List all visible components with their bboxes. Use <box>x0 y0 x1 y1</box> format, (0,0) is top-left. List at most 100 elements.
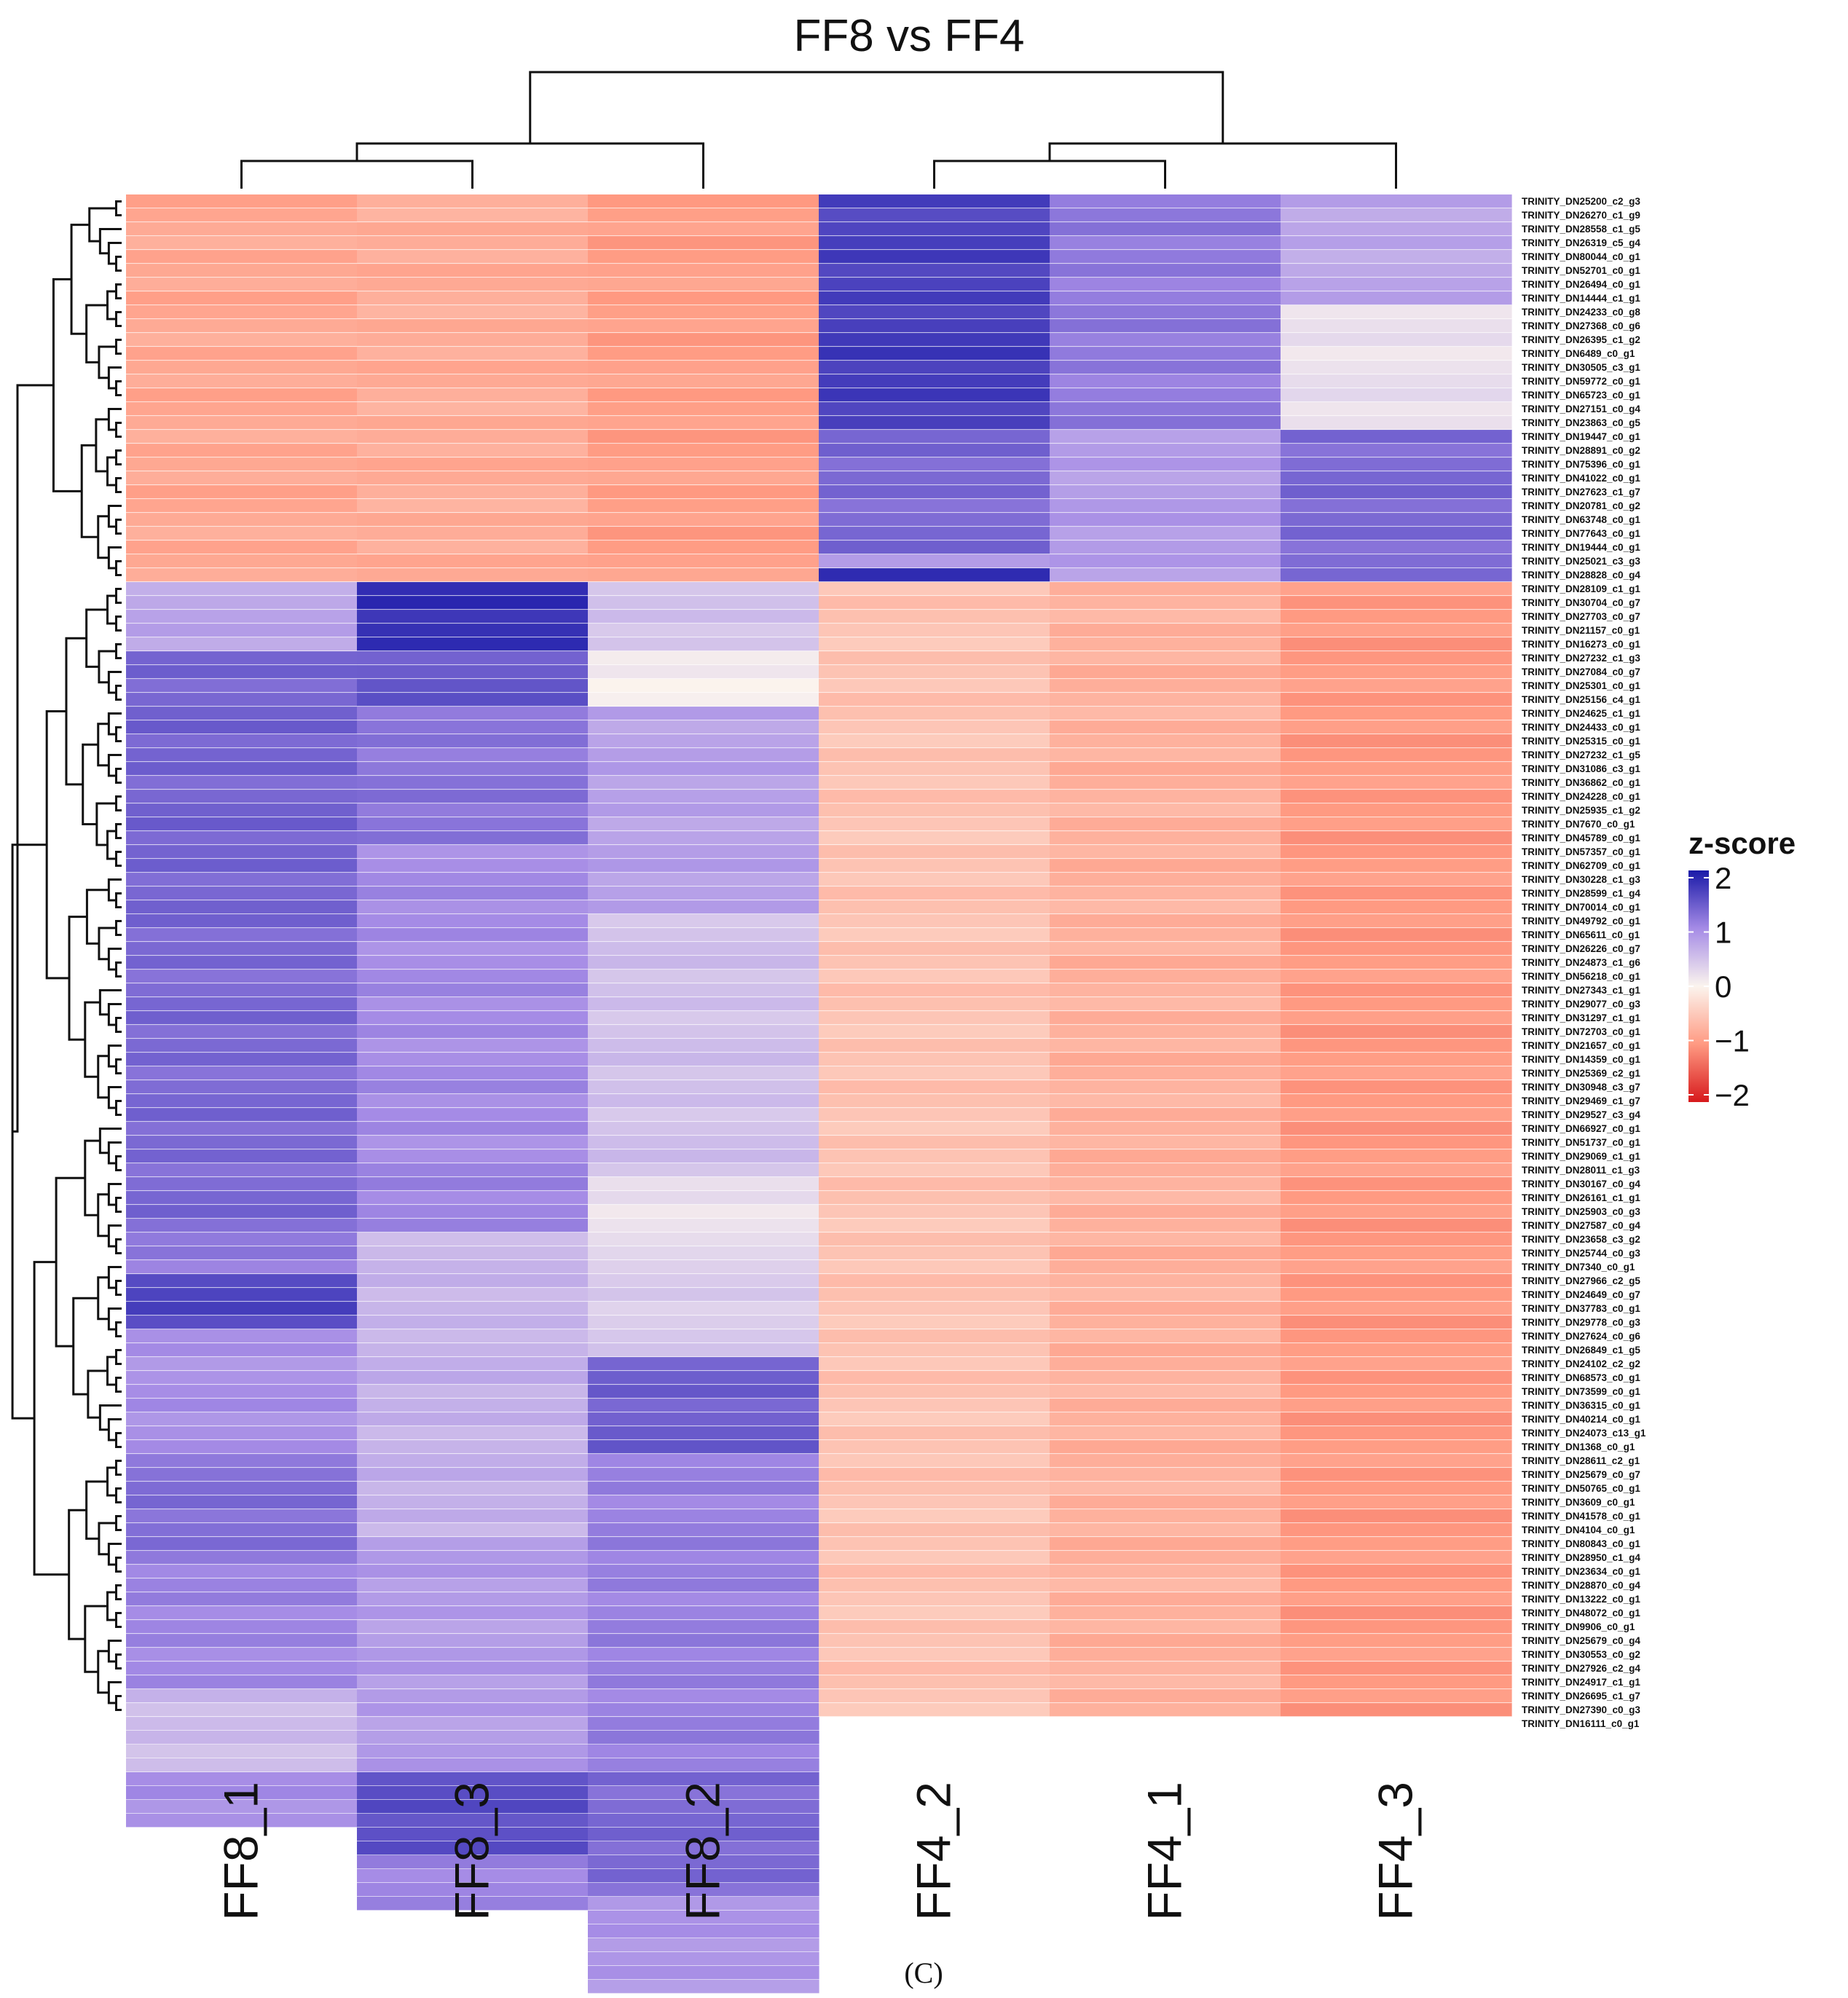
heatmap-cell <box>1050 264 1281 278</box>
gene-label: TRINITY_DN28599_c1_g4 <box>1522 888 1640 899</box>
heatmap-cell <box>819 222 1050 236</box>
row-dendrogram-branch <box>107 1003 122 1026</box>
heatmap-cell <box>819 1661 1050 1675</box>
gene-label: TRINITY_DN80044_c0_g1 <box>1522 251 1640 262</box>
heatmap-cell <box>126 1011 358 1025</box>
heatmap-cell <box>1281 1205 1512 1219</box>
heatmap-cell <box>357 1578 589 1592</box>
row-dendrogram-branch <box>33 1261 69 1576</box>
heatmap-cell <box>1050 693 1281 707</box>
heatmap-cell <box>1281 1260 1512 1274</box>
heatmap-cell <box>1050 485 1281 499</box>
heatmap-cell <box>126 1315 358 1329</box>
heatmap-cell <box>1281 582 1512 596</box>
row-dendrogram-branch <box>97 515 109 559</box>
heatmap-cell <box>819 416 1050 430</box>
heatmap-cell <box>1050 637 1281 651</box>
row-dendrogram-branch <box>68 1509 87 1640</box>
heatmap-cell <box>357 1509 589 1523</box>
heatmap-cell <box>126 554 358 568</box>
row-dendrogram-branch <box>107 505 122 528</box>
heatmap-cell <box>819 527 1050 540</box>
heatmap-cell <box>357 1426 589 1440</box>
heatmap-cell <box>588 305 819 319</box>
gene-label: TRINITY_DN51737_c0_g1 <box>1522 1137 1640 1148</box>
heatmap-cell <box>588 734 819 748</box>
row-dendrogram-branch <box>52 278 82 492</box>
heatmap-cell <box>1050 1274 1281 1288</box>
heatmap-cell <box>588 790 819 803</box>
heatmap-cell <box>819 610 1050 624</box>
heatmap-cell <box>357 1869 589 1883</box>
heatmap-cell <box>588 1080 819 1094</box>
row-dendrogram-branch <box>107 366 122 390</box>
heatmap-cell <box>588 1232 819 1246</box>
figure-caption: (C) <box>904 1956 943 1989</box>
row-dendrogram-branch <box>80 444 98 538</box>
gene-label: TRINITY_DN77643_c0_g1 <box>1522 528 1640 539</box>
heatmap-cell <box>126 347 358 361</box>
heatmap-cell <box>357 1399 589 1412</box>
gene-label: TRINITY_DN25935_c1_g2 <box>1522 805 1640 816</box>
heatmap-cell <box>126 1260 358 1274</box>
heatmap-cell <box>819 637 1050 651</box>
heatmap-cell <box>819 291 1050 305</box>
heatmap-cell <box>819 457 1050 471</box>
heatmap-cell <box>1281 1440 1512 1454</box>
heatmap-cell <box>357 1163 589 1177</box>
heatmap-cell <box>819 1039 1050 1053</box>
heatmap-cell <box>588 1980 819 1994</box>
heatmap-cell <box>126 1219 358 1232</box>
heatmap-cell <box>819 900 1050 914</box>
heatmap-cell <box>819 1703 1050 1717</box>
heatmap-cell <box>1050 319 1281 333</box>
heatmap-cell <box>357 707 589 720</box>
column-dendrogram-branch <box>355 142 704 189</box>
heatmap-cell <box>357 194 589 208</box>
heatmap-cell <box>588 416 819 430</box>
legend-tick-label: 0 <box>1715 969 1731 1004</box>
heatmap-cell <box>357 596 589 610</box>
heatmap-cell <box>1050 1606 1281 1620</box>
heatmap-cell <box>357 1523 589 1537</box>
heatmap-cells <box>126 194 1512 1994</box>
heatmap-cell <box>819 430 1050 444</box>
heatmap-cell <box>357 1315 589 1329</box>
heatmap-cell <box>1050 1191 1281 1205</box>
gene-label: TRINITY_DN26494_c0_g1 <box>1522 279 1640 290</box>
heatmap-cell <box>588 333 819 347</box>
heatmap-cell <box>1281 859 1512 873</box>
heatmap-cell <box>1281 1232 1512 1246</box>
heatmap-cell <box>1281 430 1512 444</box>
heatmap-cell <box>126 1758 358 1772</box>
heatmap-cell <box>819 333 1050 347</box>
heatmap-cell <box>819 1163 1050 1177</box>
heatmap-cell <box>1281 499 1512 513</box>
heatmap-cell <box>126 1745 358 1758</box>
row-dendrogram-branch <box>107 1418 122 1442</box>
heatmap-cell <box>126 969 358 983</box>
heatmap-cell <box>1050 1385 1281 1399</box>
row-dendrogram-branch <box>98 650 117 684</box>
gene-label: TRINITY_DN23634_c0_g1 <box>1522 1566 1640 1577</box>
row-dendrogram-branch <box>87 1369 108 1419</box>
heatmap-cell <box>1281 1343 1512 1357</box>
heatmap-cell <box>819 1177 1050 1191</box>
gene-label: TRINITY_DN31086_c3_g1 <box>1522 763 1640 774</box>
gene-label: TRINITY_DN28611_c2_g1 <box>1522 1455 1640 1466</box>
gene-label: TRINITY_DN26695_c1_g7 <box>1522 1691 1640 1702</box>
row-dendrogram-branch <box>115 1197 122 1213</box>
heatmap-cell <box>1281 1163 1512 1177</box>
heatmap-cell <box>357 430 589 444</box>
row-dendrogram-branch <box>115 1584 122 1600</box>
heatmap-cell <box>357 208 589 222</box>
heatmap-cell <box>126 1731 358 1745</box>
row-dendrogram-branch <box>115 685 122 701</box>
heatmap-cell <box>126 776 358 790</box>
heatmap-cell <box>357 969 589 983</box>
heatmap-cell <box>126 471 358 485</box>
heatmap-cell <box>1050 1288 1281 1302</box>
heatmap-cell <box>588 1883 819 1897</box>
heatmap-cell <box>819 208 1050 222</box>
heatmap-cell <box>1281 997 1512 1011</box>
